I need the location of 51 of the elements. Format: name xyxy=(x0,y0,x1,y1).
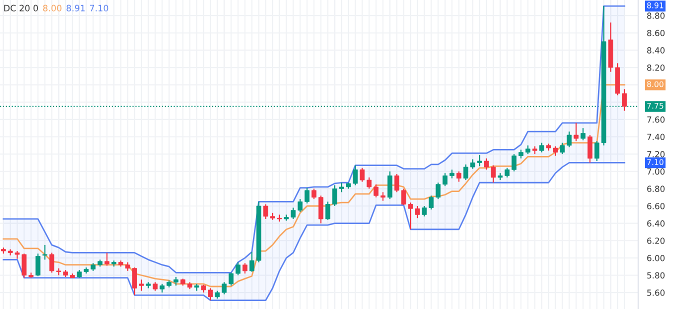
candlestick xyxy=(242,262,248,274)
candlestick xyxy=(236,262,240,276)
candlestick xyxy=(374,184,378,198)
candlestick xyxy=(490,164,496,184)
candlestick xyxy=(588,134,592,164)
y-tick-label: 8.80 xyxy=(647,12,665,19)
candlestick xyxy=(132,266,137,296)
y-tick-label: 6.40 xyxy=(647,220,665,227)
candlestick xyxy=(208,288,213,301)
candlestick xyxy=(553,146,558,156)
candlestick xyxy=(442,172,448,187)
candlestick xyxy=(456,170,462,182)
y-tick-label: 7.00 xyxy=(647,168,665,175)
y-tick-label: 8.40 xyxy=(647,47,665,54)
candlestick xyxy=(352,164,358,186)
candlestick xyxy=(580,128,586,141)
annotation: DC 20 0 xyxy=(4,4,38,12)
candlestick xyxy=(263,204,268,220)
y-tick-label: 5.80 xyxy=(647,272,665,279)
annotation: 8.91 xyxy=(66,4,85,12)
candlestick xyxy=(318,195,324,224)
y-tick-label: 6.80 xyxy=(647,186,665,192)
y-tick-label: 7.60 xyxy=(647,116,665,123)
candlestick xyxy=(622,88,627,112)
candlestick xyxy=(408,202,413,230)
candlestick xyxy=(42,244,48,260)
annotation: 8.00 xyxy=(43,4,62,12)
candlestick xyxy=(484,158,489,170)
y-tick-label: 6.60 xyxy=(647,202,665,210)
candlestick xyxy=(415,205,420,219)
y-tick-label: 7.20 xyxy=(647,151,665,158)
candlestick xyxy=(139,279,144,292)
candlestick xyxy=(574,122,579,142)
candlestick xyxy=(512,154,516,172)
line-series xyxy=(2,84,626,288)
y-tick-label: 5.60 xyxy=(647,290,665,296)
y-tick-label: 7.40 xyxy=(647,134,665,140)
y-tick-label: 6.20 xyxy=(647,238,665,244)
candlestick xyxy=(36,253,40,277)
candlestick xyxy=(304,187,310,204)
line-series xyxy=(2,162,626,302)
annotation: 7.10 xyxy=(90,4,108,12)
candlestick xyxy=(339,182,344,193)
candlestick xyxy=(539,142,544,153)
y-tick-label: 8.20 xyxy=(647,64,665,71)
candlestick xyxy=(104,252,110,266)
y-tick-label: 8.60 xyxy=(647,30,665,36)
y-tick-label: 6.00 xyxy=(647,254,665,262)
candlestick xyxy=(477,154,482,167)
candlestick xyxy=(387,170,392,200)
candlestick xyxy=(312,188,316,200)
